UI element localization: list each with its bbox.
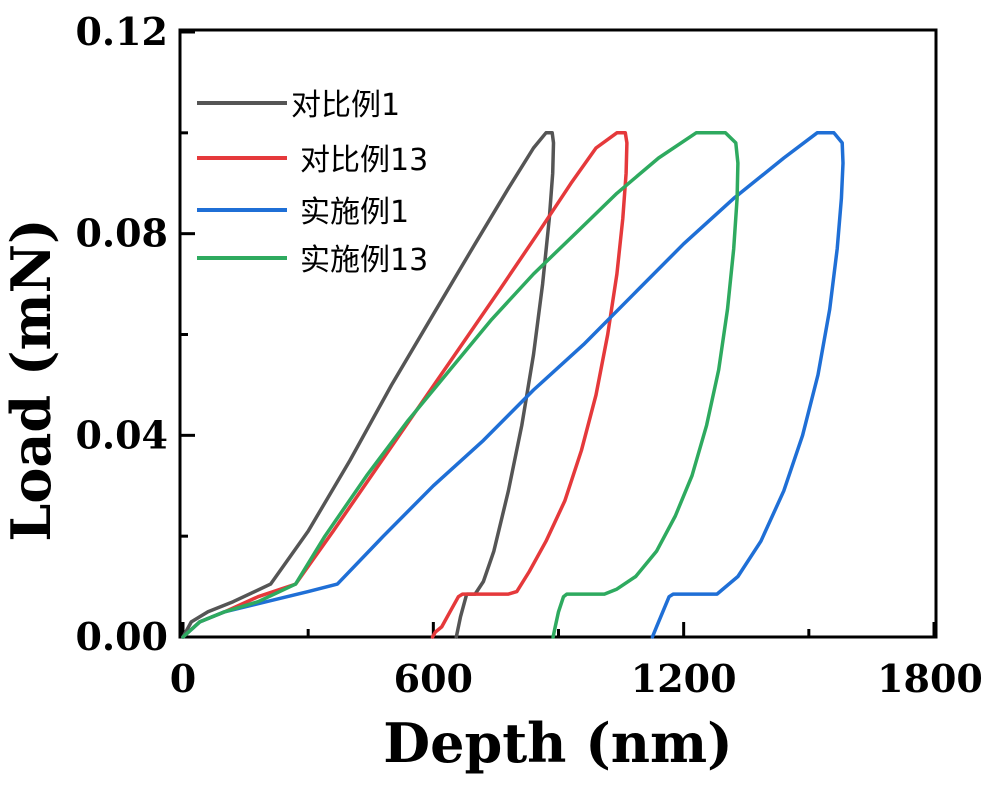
- x-tick-label: 1200: [631, 656, 737, 701]
- legend-label: 对比例1: [291, 88, 400, 123]
- x-tick-label: 0: [170, 656, 196, 701]
- x-tick-label: 600: [394, 656, 473, 701]
- y-tick-label: 0.00: [75, 614, 168, 659]
- legend-label: 对比例13: [300, 143, 428, 178]
- x-axis-ticks: 0 600 1200 1800: [170, 622, 983, 701]
- legend: 对比例1 对比例13 实施例1 实施例13: [197, 88, 428, 278]
- x-tick-label: 1800: [877, 656, 983, 701]
- y-axis-ticks: 0.00 0.04 0.08 0.12: [75, 9, 195, 659]
- x-axis-title: Depth (nm): [383, 711, 732, 775]
- load-depth-chart: 0.00 0.04 0.08 0.12 0 600 1200 1800 对比例1 对比例13 实…: [0, 0, 1000, 780]
- legend-label: 实施例1: [300, 195, 409, 230]
- y-tick-label: 0.12: [75, 9, 168, 54]
- y-axis-title: Load (mN): [0, 218, 63, 541]
- chart-root: 0.00 0.04 0.08 0.12 0 600 1200 1800 对比例1 对比例13 实…: [0, 0, 1000, 780]
- y-tick-label: 0.08: [75, 211, 168, 256]
- legend-label: 实施例13: [300, 243, 428, 278]
- y-tick-label: 0.04: [75, 412, 168, 457]
